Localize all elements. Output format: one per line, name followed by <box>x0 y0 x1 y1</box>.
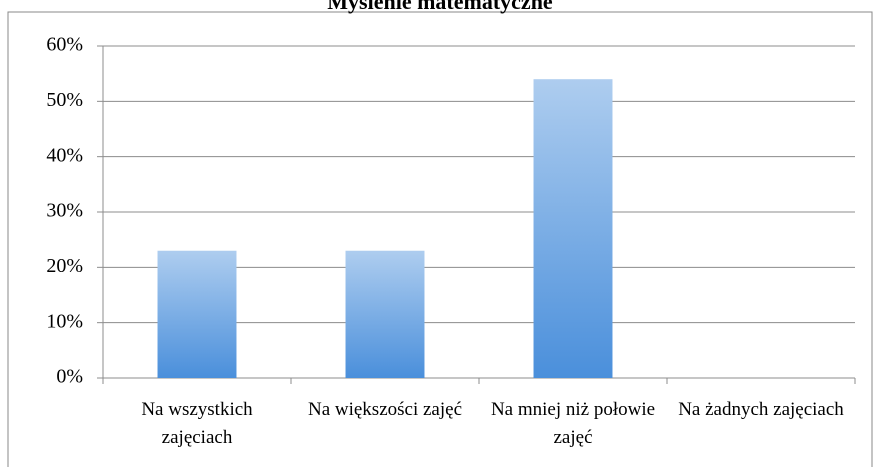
y-tick-label: 10% <box>46 310 83 332</box>
chart-title: Myślenie matematyczne <box>327 0 553 14</box>
y-tick-label: 40% <box>46 144 83 166</box>
y-tick-label: 50% <box>46 89 83 111</box>
x-tick-label: Na wszystkich zajęciach <box>141 399 253 448</box>
x-tick-label: Na żadnych zajęciach <box>678 399 844 420</box>
y-tick-label: 30% <box>46 200 83 222</box>
y-tick-label: 20% <box>46 255 83 277</box>
x-tick-label: Na mniej niż połowie zajęć <box>490 399 656 448</box>
y-tick-label: 0% <box>56 366 83 388</box>
bar <box>533 79 613 378</box>
bar <box>157 250 237 378</box>
bar <box>345 250 425 378</box>
x-tick-label: Na większości zajęć <box>307 399 463 420</box>
chart-frame <box>7 11 873 467</box>
y-tick-label: 60% <box>46 34 83 56</box>
